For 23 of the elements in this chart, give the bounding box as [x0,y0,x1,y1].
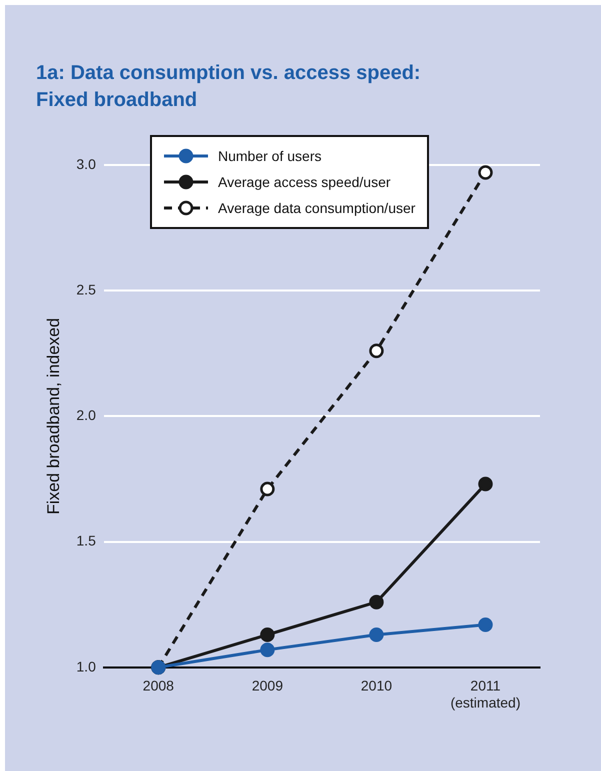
legend-label: Number of users [218,148,322,164]
y-tick-label: 2.5 [76,281,96,298]
y-tick-label: 1.5 [76,532,96,549]
point [478,476,493,492]
point [369,594,384,610]
chart-title: 1a: Data consumption vs. access speed: Fixed broadband [36,61,422,113]
y-axis-title: Fixed broadband, indexed [44,318,63,514]
legend-label: Average data consumption/user [218,200,416,216]
point [260,642,275,658]
y-tick-label: 1.0 [76,658,96,674]
x-tick-label: 2009 [252,678,284,694]
point [369,344,384,358]
point [260,482,275,496]
x-tick-label: 2010 [360,678,392,694]
legend-label: Average access speed/user [218,174,391,190]
y-tick-label: 3.0 [76,156,96,172]
point [478,165,493,180]
x-tick-label: 2011 (estimated) [450,678,520,710]
y-tick-label: 2.0 [76,407,96,424]
point [369,627,384,642]
point [260,627,275,642]
x-tick-label: 2008 [142,678,174,694]
point [478,617,493,632]
